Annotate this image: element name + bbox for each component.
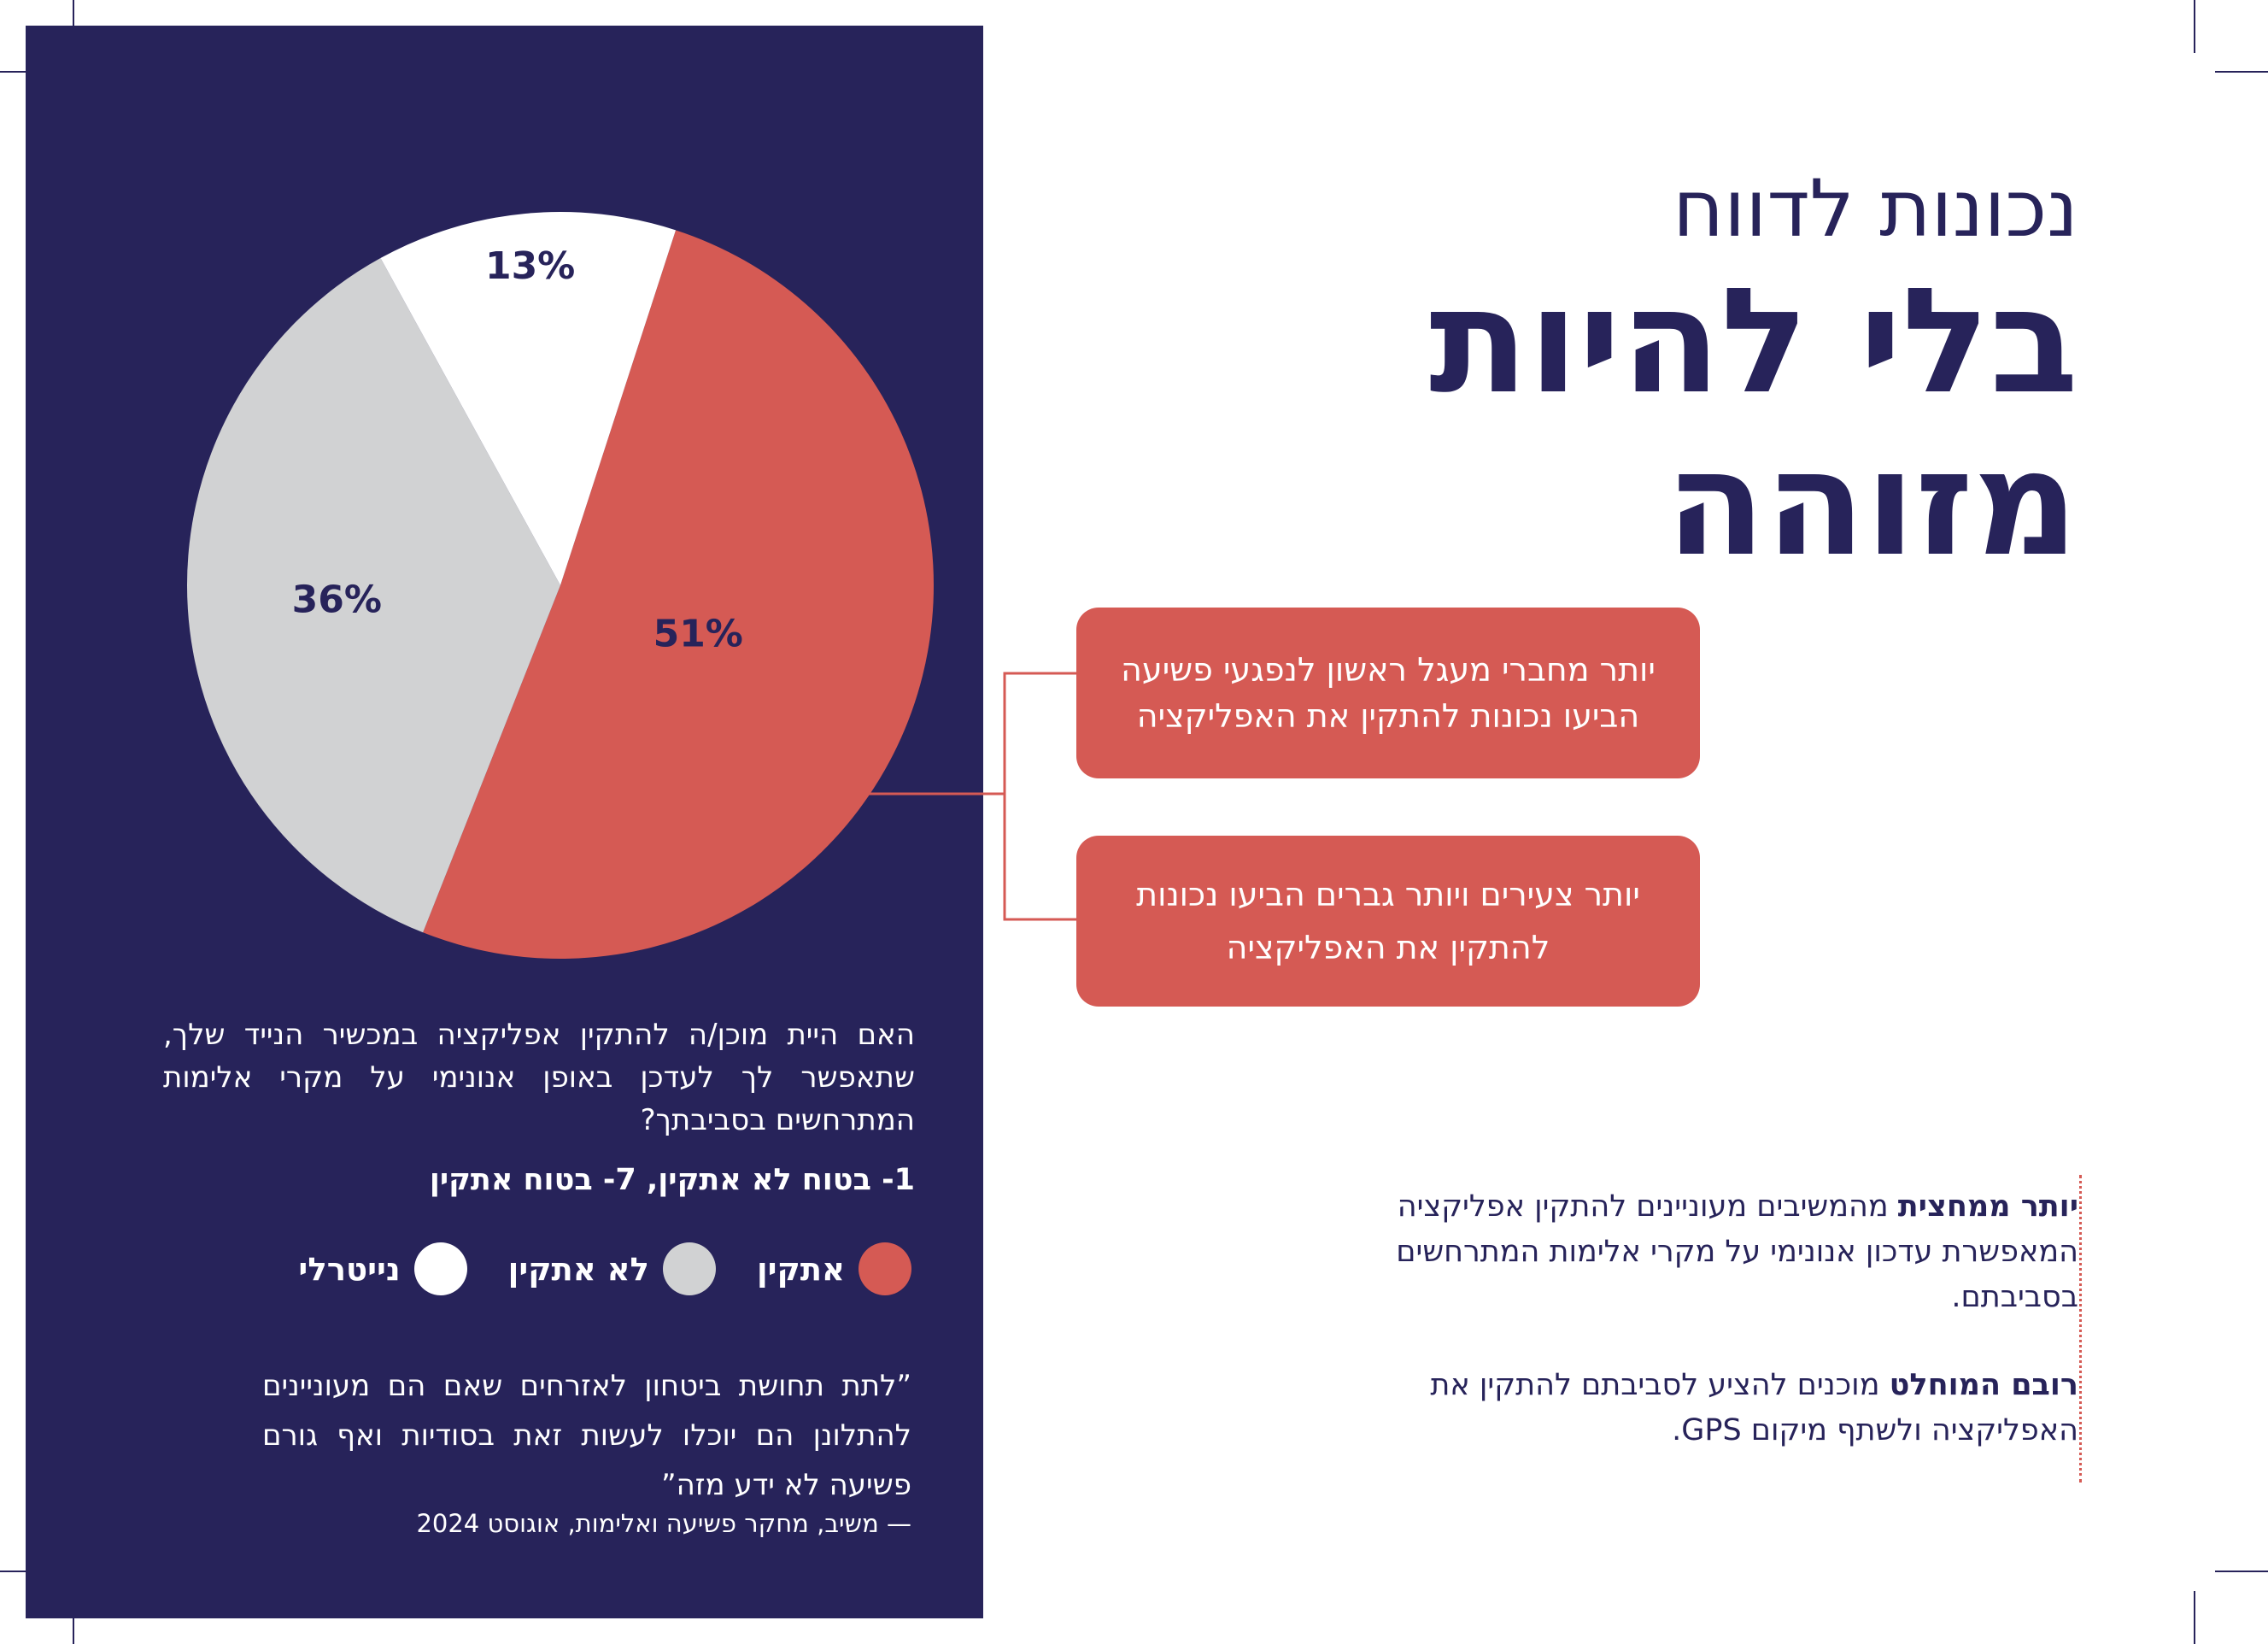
crop-mark bbox=[2194, 0, 2195, 53]
legend-swatch-not-install bbox=[662, 1242, 716, 1295]
pie-chart: 51% 36% 13% bbox=[187, 212, 935, 960]
title-big-line-1: בלי להיות bbox=[1429, 257, 2078, 426]
finding-2-text: מוכנים להציע לסביבתם להתקין את האפליקציה… bbox=[1430, 1368, 2078, 1447]
legend-label-install: אתקין bbox=[756, 1250, 845, 1288]
legend-item-neutral: נייטרלי bbox=[298, 1242, 467, 1295]
title-big-line-2: מזוהה bbox=[1665, 420, 2078, 589]
title-small: נכונות לדווח bbox=[1673, 163, 2078, 255]
legend-item-install: אתקין bbox=[757, 1242, 911, 1295]
pie-slice-neutral bbox=[380, 212, 677, 586]
survey-question: האם היית מוכן/ה להתקין אפליקציה במכשיר ה… bbox=[163, 1018, 915, 1137]
pie-label-not-install: 36% bbox=[292, 578, 382, 621]
pie-slice-not-install bbox=[187, 258, 560, 933]
legend-label-not-install: לא אתקין bbox=[507, 1250, 649, 1288]
connector-line bbox=[666, 709, 1005, 796]
crop-mark bbox=[2215, 71, 2268, 73]
callout-young-men: יותר צעירים ויותר גברים הביעו נכונות להת… bbox=[1076, 836, 1700, 1007]
crop-mark bbox=[2215, 1571, 2268, 1572]
page-title: נכונות לדווח בלי להיות מזוהה bbox=[1429, 158, 2078, 585]
pie-label-neutral: 13% bbox=[485, 244, 575, 288]
key-findings: יותר ממחצית מהמשיבים מעוניינים להתקין אפ… bbox=[1395, 1184, 2078, 1496]
left-panel: 51% 36% 13% האם היית מוכן/ה להתקין אפליקצי… bbox=[26, 26, 983, 1618]
notes-divider bbox=[2079, 1175, 2082, 1483]
respondent-quote: ”לתת תחושת ביטחון לאזרחים שאם הם מעוניינ… bbox=[262, 1369, 911, 1502]
survey-scale: 1- בטוח לא אתקין, 7- בטוח אתקין bbox=[429, 1163, 915, 1197]
pie-slice-install bbox=[423, 230, 935, 960]
finding-1-text: מהמשיבים מעוניינים להתקין אפליקציה המאפש… bbox=[1396, 1189, 2078, 1314]
connector-bracket bbox=[1003, 672, 1076, 921]
callout-first-circle: יותר מחברי מעגל ראשון לנפגעי פשיעה הביעו… bbox=[1076, 608, 1700, 778]
chart-legend: אתקין לא אתקין נייטרלי bbox=[298, 1239, 911, 1299]
crop-mark bbox=[2194, 1591, 2195, 1644]
title-big: בלי להיות מזוהה bbox=[1429, 261, 2078, 585]
finding-1-bold: יותר ממחצית bbox=[1897, 1189, 2078, 1224]
quote-source: — משיב, מחקר פשיעה ואלימות, אוגוסט 2024 bbox=[416, 1509, 911, 1538]
legend-swatch-neutral bbox=[413, 1242, 467, 1295]
legend-swatch-install bbox=[859, 1242, 911, 1295]
legend-item-not-install: לא אתקין bbox=[508, 1242, 716, 1295]
finding-2: רובם המוחלט מוכנים להציע לסביבתם להתקין … bbox=[1395, 1363, 2078, 1453]
finding-1: יותר ממחצית מהמשיבים מעוניינים להתקין אפ… bbox=[1395, 1184, 2078, 1320]
pie-label-install: 51% bbox=[653, 612, 743, 655]
legend-label-neutral: נייטרלי bbox=[298, 1250, 401, 1288]
finding-2-bold: רובם המוחלט bbox=[1889, 1368, 2078, 1402]
